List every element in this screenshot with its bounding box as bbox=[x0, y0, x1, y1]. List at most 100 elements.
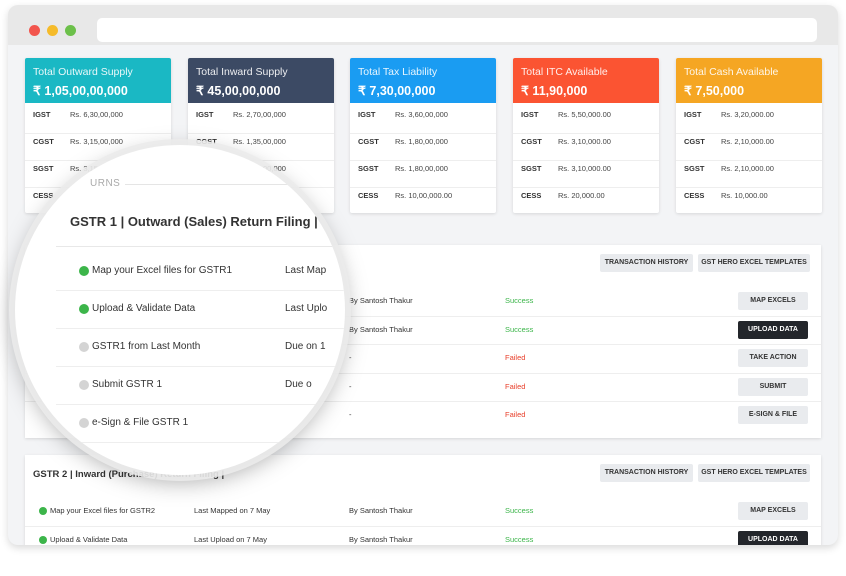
tax-label: CGST bbox=[684, 137, 705, 146]
panel-top-line bbox=[56, 246, 345, 247]
step-name: Upload & Validate Data bbox=[50, 534, 128, 544]
step-by: By Santosh Thakur bbox=[349, 506, 413, 515]
row-divider bbox=[676, 160, 822, 161]
tax-label: IGST bbox=[684, 110, 702, 119]
stat-card: Total Tax Liability ₹ 7,30,00,000 IGST Rs. … bbox=[350, 58, 496, 213]
tax-value: Rs. 3,10,000.00 bbox=[558, 137, 611, 146]
status-icon bbox=[79, 304, 89, 314]
step-date: Last Mapped on 7 May bbox=[194, 506, 271, 515]
card-title: Total Cash Available bbox=[684, 66, 779, 78]
step-status: Success bbox=[505, 324, 534, 334]
card-header: Total ITC Available ₹ 11,90,000 bbox=[513, 58, 659, 103]
address-bar[interactable] bbox=[97, 18, 817, 42]
tax-value: Rs. 2,10,000.00 bbox=[721, 164, 774, 173]
step-date: Due on 1 bbox=[285, 341, 326, 352]
row-divider bbox=[188, 133, 334, 134]
row-divider bbox=[25, 525, 821, 527]
row-divider bbox=[56, 404, 345, 405]
card-amount: ₹ 7,50,000 bbox=[684, 84, 745, 98]
tax-value: Rs. 20,000.00 bbox=[558, 191, 605, 200]
row-divider bbox=[56, 328, 345, 329]
action-button[interactable]: E-SIGN & FILE bbox=[738, 406, 808, 424]
row-divider bbox=[350, 160, 496, 161]
row-divider bbox=[513, 187, 659, 188]
action-button[interactable]: MAP EXCELS bbox=[738, 292, 808, 310]
header-button[interactable]: GST HERO EXCEL TEMPLATES bbox=[698, 464, 810, 482]
header-button[interactable]: TRANSACTION HISTORY bbox=[600, 254, 693, 272]
row-divider bbox=[56, 366, 345, 367]
tax-label: SGST bbox=[358, 164, 379, 173]
step-by: - bbox=[349, 381, 352, 391]
step-by: By Santosh Thakur bbox=[349, 534, 413, 544]
tax-label: CESS bbox=[358, 191, 379, 200]
tax-value: Rs. 5,50,000.00 bbox=[558, 110, 611, 119]
tax-label: IGST bbox=[196, 110, 214, 119]
row-divider bbox=[25, 372, 821, 374]
tax-value: Rs. 2,70,00,000 bbox=[233, 110, 286, 119]
step-date: Last Map bbox=[285, 265, 327, 276]
maximize-dot[interactable] bbox=[65, 25, 76, 36]
close-dot[interactable] bbox=[29, 25, 40, 36]
card-title: Total Outward Supply bbox=[33, 66, 133, 78]
card-title: Total ITC Available bbox=[521, 66, 608, 78]
card-header: Total Cash Available ₹ 7,50,000 bbox=[676, 58, 822, 103]
tax-value: Rs. 10,00,000.00 bbox=[395, 191, 453, 200]
step-date: Due o bbox=[285, 379, 312, 390]
tax-label: CGST bbox=[33, 137, 54, 146]
action-button[interactable]: SUBMIT bbox=[738, 377, 808, 396]
tax-label: SGST bbox=[33, 164, 54, 173]
tax-value: Rs. 3,15,00,000 bbox=[70, 137, 123, 146]
minimize-dot[interactable] bbox=[47, 25, 58, 36]
row-divider bbox=[350, 187, 496, 188]
card-header: Total Inward Supply ₹ 45,00,00,000 bbox=[188, 58, 334, 103]
action-button[interactable]: TAKE ACTION bbox=[738, 349, 808, 367]
step-by: - bbox=[349, 410, 352, 419]
action-button[interactable]: UPLOAD DATA bbox=[738, 320, 808, 339]
tax-value: Rs. 1,80,00,000 bbox=[395, 137, 448, 146]
header-button[interactable]: GST HERO EXCEL TEMPLATES bbox=[698, 254, 810, 272]
card-amount: ₹ 7,30,00,000 bbox=[358, 84, 436, 98]
tax-label: CESS bbox=[684, 191, 705, 200]
tax-value: Rs. 10,000.00 bbox=[721, 191, 768, 200]
step-by: By Santosh Thakur bbox=[349, 324, 413, 334]
card-header: Total Tax Liability ₹ 7,30,00,000 bbox=[350, 58, 496, 103]
tax-value: Rs. 3,60,00,000 bbox=[395, 110, 448, 119]
action-button[interactable]: UPLOAD DATA bbox=[738, 530, 808, 545]
tax-label: CGST bbox=[196, 137, 217, 146]
header-button[interactable]: TRANSACTION HISTORY bbox=[600, 464, 693, 482]
section-label: URNS bbox=[90, 178, 121, 189]
action-button[interactable]: MAP EXCELS bbox=[738, 502, 808, 520]
step-name: Upload & Validate Data bbox=[92, 303, 196, 314]
row-divider bbox=[25, 401, 821, 402]
status-icon bbox=[39, 507, 47, 515]
tax-value: Rs. 1,80,00,000 bbox=[395, 164, 448, 173]
step-name: Submit GSTR 1 bbox=[92, 379, 163, 390]
row-divider bbox=[25, 315, 821, 317]
row-divider bbox=[25, 344, 821, 345]
step-status: Failed bbox=[505, 353, 526, 362]
tax-value: Rs. 3,10,000.00 bbox=[558, 164, 611, 173]
row-divider bbox=[513, 160, 659, 161]
magnifier: URNS GSTR 1 | Outward (Sales) Return Fili… bbox=[15, 145, 345, 475]
section-line bbox=[125, 184, 325, 185]
card-header: Total Outward Supply ₹ 1,05,00,00,000 bbox=[25, 58, 171, 103]
row-divider bbox=[350, 133, 496, 134]
tax-value: Rs. 1,35,00,000 bbox=[233, 137, 286, 146]
step-name: Map your Excel files for GSTR2 bbox=[50, 506, 156, 515]
panel-title: GSTR 2 | Inward (Purchase) Return Filing… bbox=[33, 469, 225, 480]
tax-value: Rs. 6,30,00,000 bbox=[70, 110, 123, 119]
card-amount: ₹ 45,00,00,000 bbox=[196, 84, 281, 98]
step-status: Success bbox=[505, 506, 534, 515]
step-by: - bbox=[349, 353, 352, 362]
tax-label: SGST bbox=[684, 164, 705, 173]
tax-label: SGST bbox=[521, 164, 542, 173]
row-divider bbox=[513, 133, 659, 134]
step-date: Last Uplo bbox=[285, 303, 328, 314]
card-title: Total Inward Supply bbox=[196, 66, 288, 78]
step-date: Last Upload on 7 May bbox=[194, 534, 267, 544]
stat-card: Total ITC Available ₹ 11,90,000 IGST Rs. 5,… bbox=[513, 58, 659, 213]
card-amount: ₹ 11,90,000 bbox=[521, 84, 588, 98]
row-divider bbox=[25, 160, 171, 161]
row-divider bbox=[56, 442, 345, 443]
